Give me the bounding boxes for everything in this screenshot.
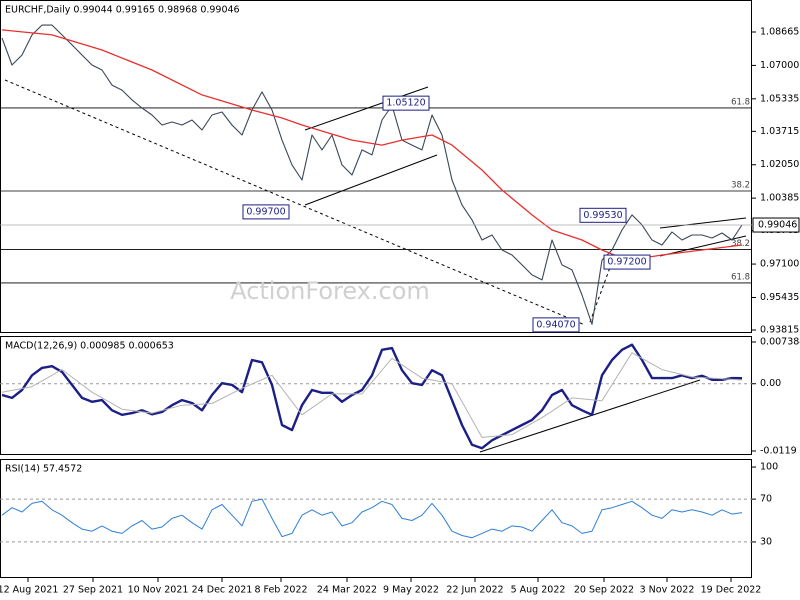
series-line — [1, 352, 743, 438]
price-annotation-box — [382, 95, 430, 111]
panel-title: RSI(14) 57.4572 — [5, 464, 82, 475]
trend-line — [4, 79, 586, 326]
y-tick-label: 1.08665 — [760, 27, 799, 38]
y-tick-label: 0.95435 — [760, 292, 799, 303]
x-tick-label: 24 Dec 2021 — [192, 585, 253, 596]
panel-frame — [0, 0, 752, 333]
price-annotation: 0.99530 — [583, 210, 622, 221]
channel-line — [304, 86, 429, 131]
panel-frame — [0, 336, 752, 455]
triangle-line — [659, 217, 747, 229]
x-tick-label: 20 Sep 2022 — [574, 585, 634, 596]
price-annotation-box — [532, 317, 580, 333]
x-tick-label: 19 Dec 2022 — [701, 585, 762, 596]
y-tick-label: 0.97100 — [760, 259, 799, 270]
series-line — [1, 24, 743, 325]
x-tick-label: 9 May 2022 — [383, 585, 439, 596]
watermark: ActionForex.com — [230, 277, 430, 305]
price-annotation: 1.05120 — [386, 98, 425, 109]
fib-label: 61.8 — [731, 97, 750, 107]
channel-line — [304, 154, 438, 206]
y-tick-label: 1.00385 — [760, 193, 799, 204]
price-annotation: 0.94070 — [536, 319, 575, 330]
trend-line — [589, 261, 613, 323]
price-annotation: 0.99700 — [246, 206, 285, 217]
y-tick-label: 1.07000 — [760, 60, 799, 71]
y-tick-label: 0.00 — [760, 378, 781, 389]
x-tick-label: 8 Feb 2022 — [254, 585, 307, 596]
fib-label: 38.2 — [731, 239, 750, 249]
x-tick-label: 12 Aug 2021 — [0, 585, 58, 596]
price-annotation-box — [579, 207, 627, 223]
x-tick-label: 27 Sep 2021 — [63, 585, 123, 596]
macd-trend-line — [479, 379, 701, 453]
x-tick-label: 5 Aug 2022 — [511, 585, 566, 596]
price-annotation: 0.97200 — [607, 257, 646, 268]
panel-title: MACD(12,26,9) 0.000985 0.000653 — [5, 341, 174, 352]
panel-title: EURCHF,Daily 0.99044 0.99165 0.98968 0.9… — [5, 5, 240, 16]
y-tick-label: 100 — [760, 462, 778, 473]
x-tick-label: 24 Mar 2022 — [317, 585, 377, 596]
fib-label: 38.2 — [731, 181, 750, 191]
y-tick-label: 0.007384 — [760, 337, 800, 348]
x-tick-label: 3 Nov 2022 — [640, 585, 695, 596]
current-price-label: 0.99046 — [758, 220, 797, 231]
y-tick-label: 1.03715 — [760, 126, 799, 137]
y-tick-label: 0.93815 — [760, 324, 799, 335]
price-annotation-box — [242, 204, 290, 220]
y-tick-label: 30 — [760, 536, 772, 547]
fib-label: 61.8 — [731, 272, 750, 282]
y-tick-label: 1.02050 — [760, 159, 799, 170]
series-line — [1, 498, 743, 539]
x-tick-label: 22 Jun 2022 — [446, 585, 503, 596]
y-tick-label: 70 — [760, 494, 772, 505]
series-line — [1, 343, 743, 450]
y-tick-label: -0.0119 — [760, 445, 797, 456]
y-tick-label: 1.05335 — [760, 93, 799, 104]
drawings — [4, 79, 747, 453]
price-annotation-box — [603, 254, 651, 270]
x-tick-label: 10 Nov 2021 — [128, 585, 189, 596]
panel-frame — [0, 459, 752, 578]
current-price-box — [752, 217, 800, 233]
